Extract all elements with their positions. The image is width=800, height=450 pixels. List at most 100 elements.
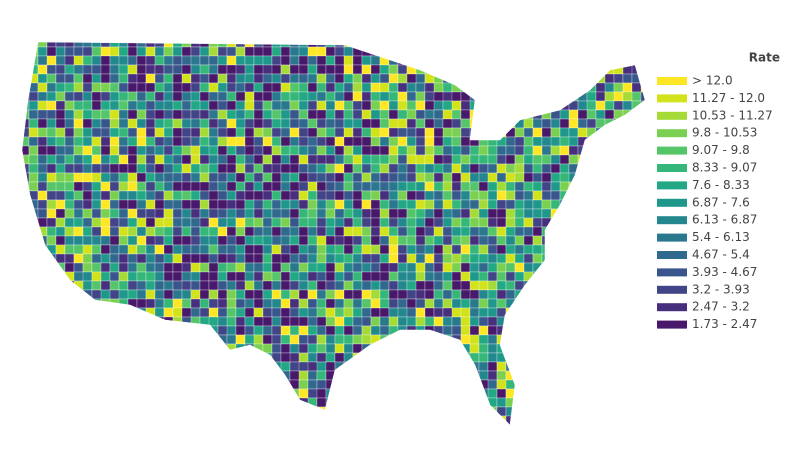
map-texture bbox=[397, 127, 408, 138]
map-texture bbox=[127, 370, 138, 381]
map-texture bbox=[505, 289, 516, 300]
map-texture bbox=[568, 145, 579, 156]
map-texture bbox=[163, 109, 174, 120]
map-texture bbox=[181, 199, 192, 210]
map-texture bbox=[532, 343, 543, 354]
map-texture bbox=[604, 343, 624, 354]
map-texture bbox=[541, 91, 561, 102]
map-texture bbox=[361, 217, 372, 228]
map-texture bbox=[199, 42, 210, 48]
map-texture bbox=[622, 199, 633, 210]
map-texture bbox=[487, 352, 498, 363]
map-texture bbox=[352, 379, 363, 390]
map-texture bbox=[316, 172, 327, 183]
map-texture bbox=[388, 244, 399, 255]
map-texture bbox=[100, 199, 111, 210]
map-texture bbox=[343, 190, 354, 201]
map-texture bbox=[298, 64, 309, 75]
map-texture bbox=[478, 262, 489, 273]
map-texture bbox=[280, 262, 291, 273]
map-texture bbox=[361, 325, 372, 336]
map-texture bbox=[406, 181, 417, 192]
map-texture bbox=[541, 190, 552, 201]
map-texture bbox=[22, 118, 30, 129]
map-texture bbox=[622, 127, 633, 138]
map-texture bbox=[397, 136, 408, 147]
map-texture bbox=[640, 235, 645, 246]
map-texture bbox=[217, 424, 228, 425]
map-texture bbox=[460, 172, 471, 183]
map-texture bbox=[460, 163, 471, 174]
map-texture bbox=[379, 280, 390, 291]
map-texture bbox=[334, 343, 345, 354]
map-texture bbox=[226, 190, 237, 201]
map-texture bbox=[145, 91, 156, 102]
map-texture bbox=[262, 379, 273, 390]
map-texture bbox=[208, 42, 219, 48]
map-texture bbox=[640, 352, 645, 363]
map-texture bbox=[28, 127, 39, 138]
map-texture bbox=[397, 370, 408, 381]
map-texture bbox=[172, 253, 183, 264]
map-texture bbox=[487, 127, 498, 138]
map-texture bbox=[127, 271, 138, 282]
map-texture bbox=[217, 262, 228, 273]
map-texture bbox=[595, 280, 615, 291]
map-texture bbox=[163, 118, 174, 129]
map-texture bbox=[640, 388, 645, 399]
map-texture bbox=[442, 64, 453, 75]
map-texture bbox=[127, 46, 138, 57]
map-texture bbox=[568, 42, 588, 48]
map-texture bbox=[388, 298, 399, 309]
map-texture bbox=[172, 100, 183, 111]
map-texture bbox=[190, 145, 201, 156]
map-texture bbox=[298, 145, 309, 156]
map-texture bbox=[22, 325, 30, 336]
map-texture bbox=[298, 190, 309, 201]
map-texture bbox=[451, 388, 462, 399]
map-texture bbox=[460, 388, 471, 399]
map-texture bbox=[289, 226, 300, 237]
legend-label: 4.67 - 5.4 bbox=[692, 248, 750, 262]
map-texture bbox=[46, 42, 57, 48]
map-texture bbox=[541, 316, 552, 327]
map-texture bbox=[550, 388, 561, 399]
map-texture bbox=[154, 172, 165, 183]
map-texture bbox=[631, 118, 642, 129]
map-texture bbox=[172, 397, 183, 408]
map-texture bbox=[361, 163, 372, 174]
map-texture bbox=[190, 379, 210, 390]
map-texture bbox=[217, 73, 228, 84]
map-texture bbox=[253, 208, 264, 219]
map-texture bbox=[145, 42, 156, 48]
map-texture bbox=[451, 361, 471, 372]
map-texture bbox=[370, 73, 381, 84]
map-texture bbox=[478, 217, 489, 228]
map-texture bbox=[559, 361, 570, 372]
map-texture bbox=[487, 370, 498, 381]
map-texture bbox=[235, 316, 246, 327]
map-texture bbox=[550, 379, 561, 390]
map-texture bbox=[91, 154, 102, 165]
map-texture bbox=[559, 73, 570, 84]
map-texture bbox=[460, 154, 471, 165]
map-texture bbox=[514, 316, 525, 327]
map-texture bbox=[154, 406, 165, 417]
map-texture bbox=[46, 73, 57, 84]
map-texture bbox=[586, 343, 606, 354]
map-texture bbox=[271, 42, 282, 48]
map-texture bbox=[469, 379, 480, 390]
map-texture bbox=[208, 298, 219, 309]
map-texture bbox=[514, 361, 525, 372]
map-texture bbox=[199, 298, 210, 309]
map-texture bbox=[64, 379, 75, 390]
map-texture bbox=[379, 172, 390, 183]
map-texture bbox=[217, 82, 228, 93]
map-texture bbox=[604, 424, 615, 425]
map-texture bbox=[244, 415, 255, 425]
map-texture bbox=[289, 172, 300, 183]
map-texture bbox=[181, 127, 192, 138]
map-texture bbox=[631, 199, 642, 210]
map-texture bbox=[199, 82, 210, 93]
map-texture bbox=[586, 271, 606, 282]
